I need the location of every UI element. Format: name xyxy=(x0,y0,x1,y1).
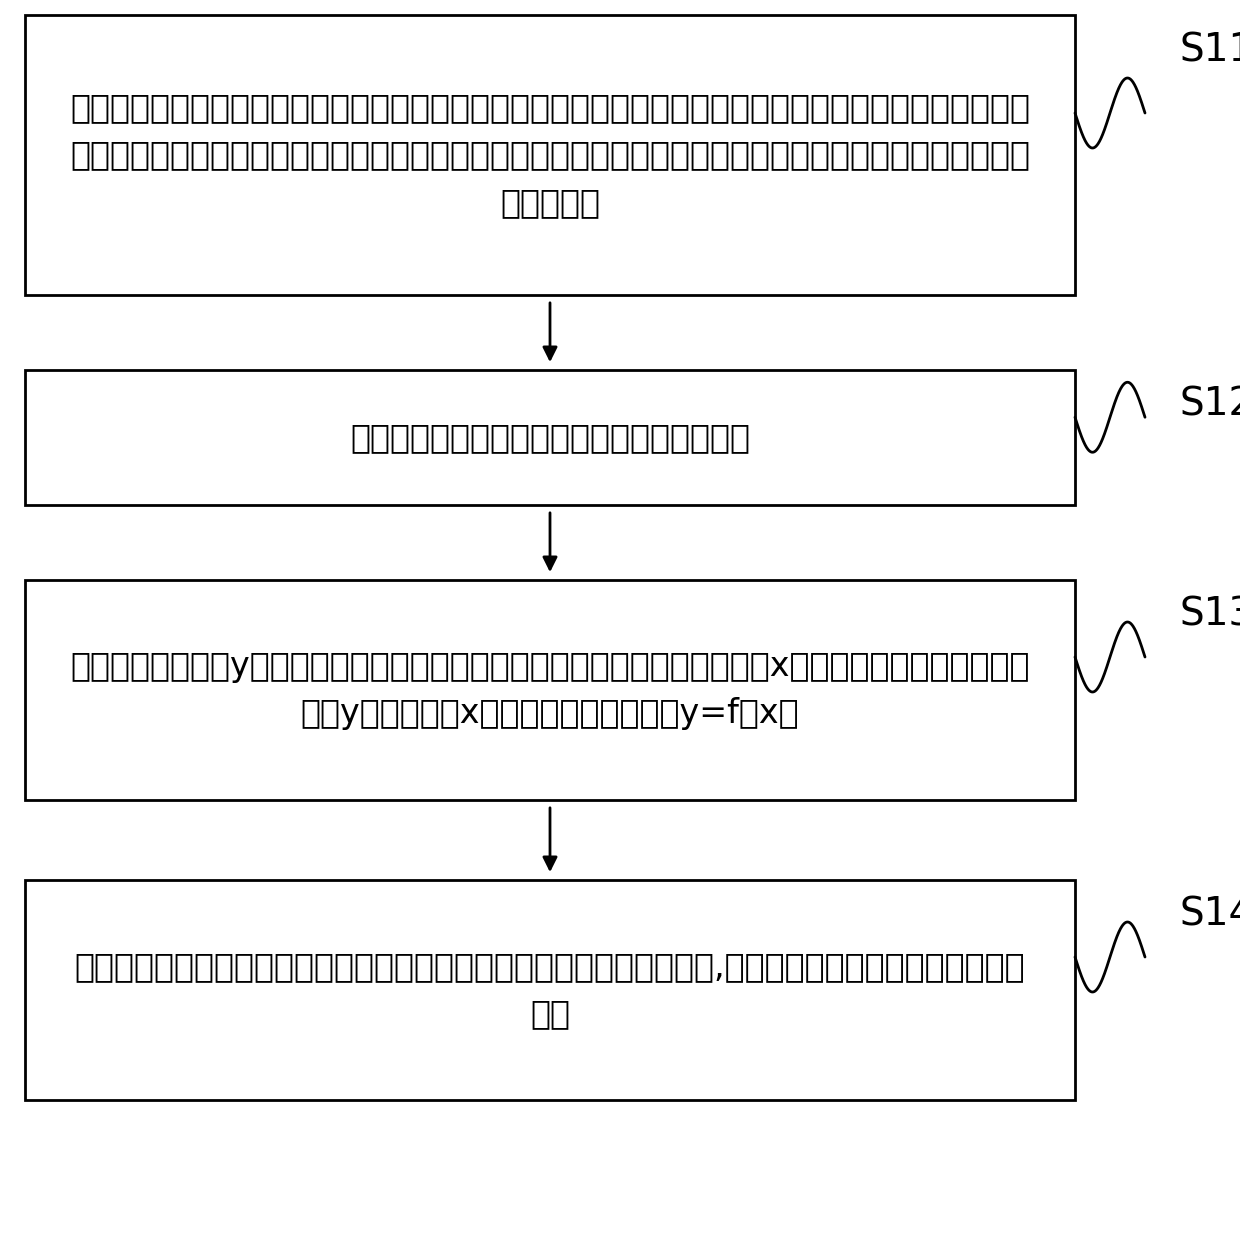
Text: 设置像素点的亮度y为扩散亮度，设置像素点对应的位置与背光灯源之间的距离x为扩散距离，建立表征扩散
亮度y与扩散距离x之间关系的点扩散函数y=f（x）: 设置像素点的亮度y为扩散亮度，设置像素点对应的位置与背光灯源之间的距离x为扩散距… xyxy=(71,650,1029,730)
FancyBboxPatch shape xyxy=(25,880,1075,1099)
Text: S110: S110 xyxy=(1180,31,1240,69)
Text: S130: S130 xyxy=(1180,597,1240,634)
FancyBboxPatch shape xyxy=(25,580,1075,800)
Text: S140: S140 xyxy=(1180,896,1240,934)
Text: 选择显示设备不同背光区域的多个背光源，分别测量每个背光源的光照扩散数据，其中，所述光照扩散数据包
括每个背光源单独点亮时，显示设备屏幕上多个像素点的亮度数据和各: 选择显示设备不同背光区域的多个背光源，分别测量每个背光源的光照扩散数据，其中，所… xyxy=(69,91,1030,218)
Text: 对光照扩散数据进行预处理，得到有效像素点: 对光照扩散数据进行预处理，得到有效像素点 xyxy=(350,421,750,454)
FancyBboxPatch shape xyxy=(25,15,1075,295)
Text: S120: S120 xyxy=(1180,386,1240,424)
FancyBboxPatch shape xyxy=(25,369,1075,505)
Text: 根据各个有效像素点对应的数据进行拟合，获得点扩散函数中的各项参数,将点扩散函数作为背光源扩散传输
参数: 根据各个有效像素点对应的数据进行拟合，获得点扩散函数中的各项参数,将点扩散函数作… xyxy=(74,950,1025,1030)
